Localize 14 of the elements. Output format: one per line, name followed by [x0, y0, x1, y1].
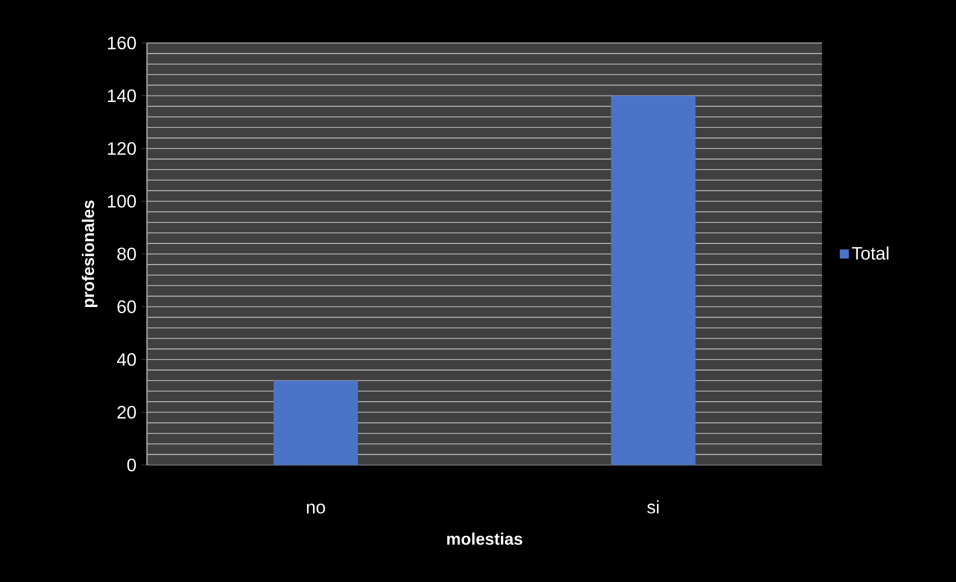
- y-tick-label: 40: [116, 353, 136, 366]
- x-tick-label: no: [306, 504, 326, 514]
- y-tick-label: 60: [118, 300, 136, 314]
- y-tick-label: 100: [108, 194, 136, 208]
- y-axis-title: profesionales: [82, 200, 98, 308]
- x-tick-label: si: [647, 500, 659, 514]
- x-axis-title: molestias: [447, 532, 522, 545]
- y-tick-label: 20: [117, 406, 136, 419]
- y-tick-label: 160: [108, 36, 136, 50]
- legend-label: Total: [852, 246, 888, 260]
- y-tick-label: 0: [127, 458, 136, 472]
- y-tick-label: 120: [108, 142, 136, 155]
- y-tick-label: 140: [108, 89, 136, 102]
- y-tick-label: 80: [117, 248, 136, 260]
